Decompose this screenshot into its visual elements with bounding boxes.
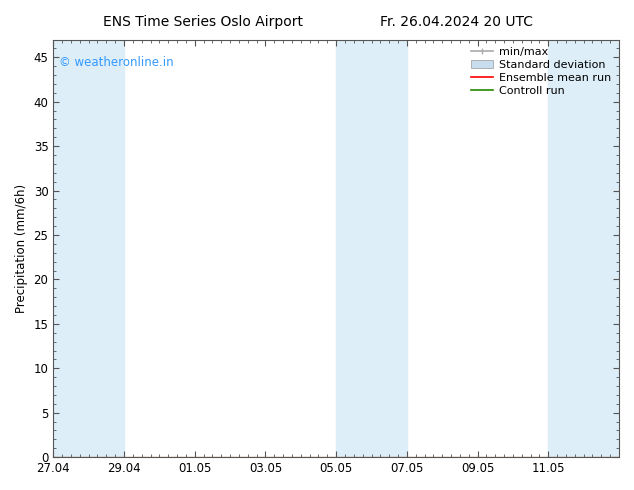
Text: Fr. 26.04.2024 20 UTC: Fr. 26.04.2024 20 UTC (380, 15, 533, 29)
Bar (548, 40, 619, 457)
Y-axis label: Precipitation (mm/6h): Precipitation (mm/6h) (15, 184, 28, 313)
Text: ENS Time Series Oslo Airport: ENS Time Series Oslo Airport (103, 15, 303, 29)
Bar (53, 40, 124, 457)
Bar (336, 40, 407, 457)
Legend: min/max, Standard deviation, Ensemble mean run, Controll run: min/max, Standard deviation, Ensemble me… (467, 43, 616, 100)
Text: © weatheronline.in: © weatheronline.in (59, 56, 174, 69)
